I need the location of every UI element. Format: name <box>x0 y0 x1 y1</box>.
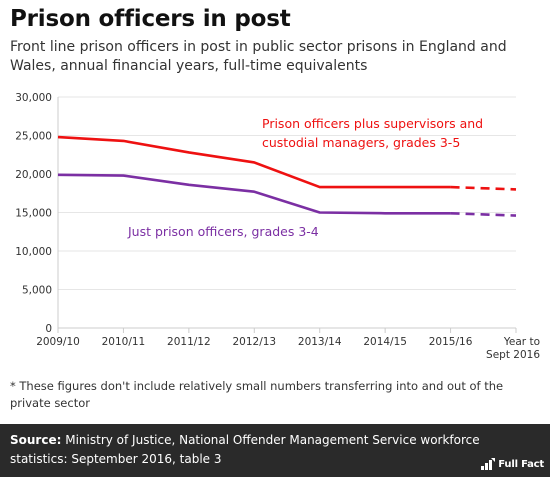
x-tick-label: 2014/15 <box>363 336 407 348</box>
series-line-solid <box>57 173 451 215</box>
full-fact-logo-icon <box>481 458 496 470</box>
line-chart: 0 5,000 10,000 15,000 20,000 25,000 30,000 2009… <box>15 92 540 361</box>
x-tick-label: 2009/10 <box>36 336 80 348</box>
full-fact-logo: Full Fact <box>481 458 544 470</box>
y-tick-label: 10,000 <box>15 246 52 258</box>
source-text: Ministry of Justice, National Offender M… <box>10 433 480 466</box>
footer: Source: Ministry of Justice, National Of… <box>0 424 550 477</box>
x-tick-label: 2011/12 <box>167 336 211 348</box>
x-tick-label: 2010/11 <box>102 336 146 348</box>
x-tick-label: Year to Sept 2016 <box>486 336 540 361</box>
x-tick-label: 2013/14 <box>298 336 342 348</box>
series-label: Prison officers plus supervisors and cust… <box>262 116 483 150</box>
series-line-projected <box>450 211 517 217</box>
y-tick-label: 0 <box>45 323 52 335</box>
y-tick-label: 30,000 <box>15 92 52 104</box>
series-lines <box>57 135 517 217</box>
y-tick-label: 15,000 <box>15 208 52 220</box>
source-note: Source: Ministry of Justice, National Of… <box>10 431 510 469</box>
y-tick-label: 20,000 <box>15 169 52 181</box>
source-label: Source: <box>10 433 62 447</box>
x-tick-label: 2012/13 <box>232 336 276 348</box>
y-tick-label: 25,000 <box>15 131 52 143</box>
y-tick-label: 5,000 <box>22 285 52 297</box>
x-tick-label: 2015/16 <box>429 336 473 348</box>
footnote: * These figures don't include relatively… <box>10 379 504 410</box>
axes: 0 5,000 10,000 15,000 20,000 25,000 30,000 2009… <box>15 92 540 361</box>
series-line-solid <box>57 135 451 189</box>
series-line-projected <box>450 185 517 191</box>
series-label: Just prison officers, grades 3-4 <box>127 224 319 239</box>
logo-text: Full Fact <box>498 458 544 470</box>
chart-title: Prison officers in post <box>10 6 291 32</box>
chart-subtitle: Front line prison officers in post in pu… <box>10 39 507 74</box>
series-labels: Prison officers plus supervisors and cust… <box>127 116 483 239</box>
